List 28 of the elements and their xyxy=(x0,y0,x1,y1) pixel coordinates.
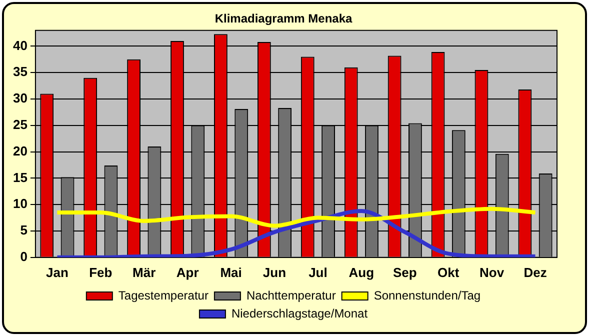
chart-title: Klimadiagramm Menaka xyxy=(214,12,353,26)
x-tick-label: Feb xyxy=(89,264,112,280)
y-tick-label: 5 xyxy=(20,222,28,238)
x-tick-label: Sep xyxy=(392,264,417,280)
legend-label: Niederschlagstage/Monat xyxy=(231,306,368,320)
y-tick-label: 15 xyxy=(12,170,28,185)
x-tick-label: Okt xyxy=(438,264,460,280)
y-tick-label: 30 xyxy=(12,90,28,106)
x-tick-label: Aug xyxy=(348,264,374,280)
x-tick-label: Nov xyxy=(480,264,505,280)
y-tick-label: 0 xyxy=(20,248,28,264)
y-tick-label: 20 xyxy=(12,143,28,158)
legend-label: Tagestemperatur xyxy=(118,288,208,302)
x-tick-label: Dez xyxy=(524,264,548,280)
y-tick-label: 25 xyxy=(12,117,28,132)
x-tick-label: Apr xyxy=(176,264,199,280)
x-tick-label: Jan xyxy=(46,264,68,280)
line-series xyxy=(55,206,538,228)
x-tick-label: Mai xyxy=(220,264,242,280)
x-tick-label: Jul xyxy=(308,264,328,280)
y-tick-label: 10 xyxy=(12,196,28,212)
x-tick-label: Jun xyxy=(262,264,286,280)
legend-label: Sonnenstunden/Tag xyxy=(374,288,481,302)
line-series xyxy=(55,208,538,258)
x-tick-label: Mär xyxy=(132,264,156,280)
legend-label: Nachttemperatur xyxy=(246,288,336,302)
y-tick-label: 35 xyxy=(12,64,28,80)
y-tick-label: 40 xyxy=(12,38,28,53)
